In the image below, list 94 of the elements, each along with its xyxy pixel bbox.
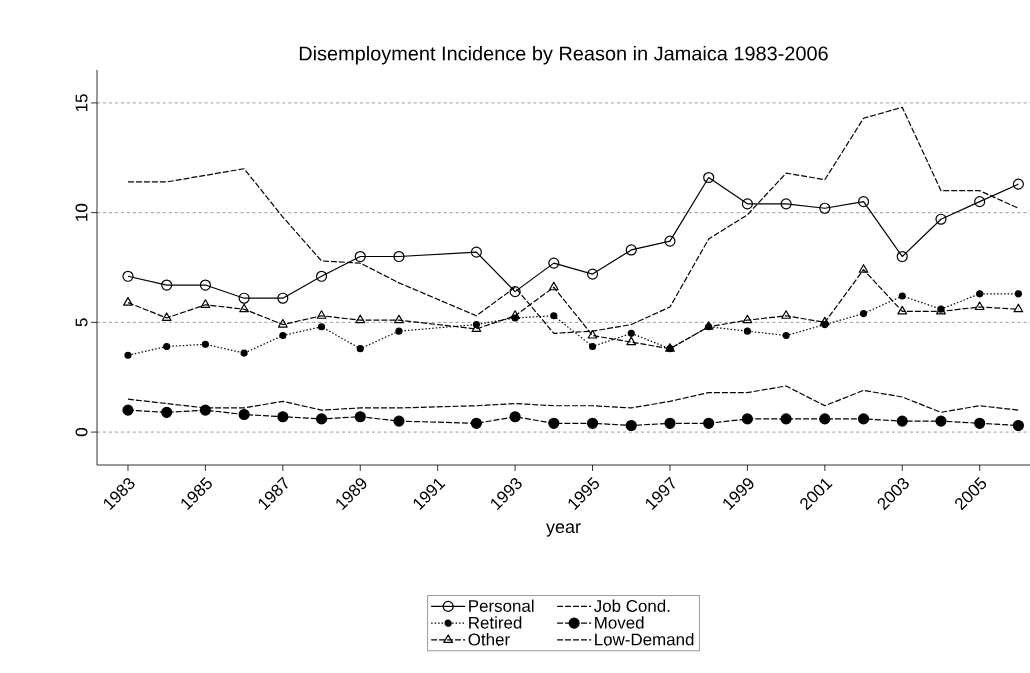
point xyxy=(626,336,637,346)
point xyxy=(123,297,133,306)
point xyxy=(781,310,792,319)
point xyxy=(664,417,676,429)
point xyxy=(703,171,715,184)
point xyxy=(896,250,908,263)
point xyxy=(470,417,482,429)
chart-title: Disemployment Incidence by Reason in Jamaica 1983-2006 xyxy=(299,45,828,65)
point xyxy=(1012,178,1024,190)
point xyxy=(470,246,482,258)
point xyxy=(935,213,947,225)
point xyxy=(550,312,558,320)
point xyxy=(1012,419,1024,432)
y-tick-label: 10 xyxy=(75,203,88,221)
y-tick-label: 15 xyxy=(75,94,88,112)
point xyxy=(974,301,985,311)
point xyxy=(627,329,635,337)
point xyxy=(586,268,599,280)
point xyxy=(510,310,521,319)
point xyxy=(858,264,869,273)
point xyxy=(857,196,870,208)
point xyxy=(819,202,831,214)
point xyxy=(395,327,403,335)
point xyxy=(896,415,908,427)
point xyxy=(239,303,250,313)
point xyxy=(782,331,790,340)
legend-label: Job Cond. xyxy=(594,599,670,612)
point xyxy=(780,413,792,425)
legend-label: Retired xyxy=(469,616,522,629)
point xyxy=(315,270,328,282)
point xyxy=(509,411,521,423)
legend-label: Moved xyxy=(595,616,644,629)
point xyxy=(819,413,831,425)
point xyxy=(238,408,250,421)
point xyxy=(277,318,288,328)
point xyxy=(857,413,870,425)
point xyxy=(974,196,986,208)
legend-label: Personal xyxy=(469,599,534,612)
point xyxy=(393,415,405,427)
point xyxy=(277,411,289,423)
point xyxy=(122,270,134,282)
point xyxy=(354,411,366,423)
point xyxy=(163,342,171,351)
point xyxy=(393,250,405,263)
point xyxy=(586,417,599,429)
point xyxy=(548,257,560,269)
legend-label: Low-Demand xyxy=(595,633,694,646)
point xyxy=(238,292,250,304)
point xyxy=(664,235,676,247)
point xyxy=(200,299,211,308)
legend-label: Other xyxy=(468,633,510,646)
point xyxy=(587,329,598,339)
point xyxy=(548,417,560,429)
point xyxy=(703,417,715,429)
point xyxy=(819,316,830,326)
point xyxy=(1013,303,1024,313)
point xyxy=(199,279,211,291)
point xyxy=(316,310,327,319)
point xyxy=(355,314,366,324)
point xyxy=(124,351,132,359)
point xyxy=(897,305,908,315)
point xyxy=(356,345,364,353)
point xyxy=(741,413,753,425)
point xyxy=(743,327,751,335)
point xyxy=(741,198,753,210)
point xyxy=(122,404,134,416)
point xyxy=(315,413,328,425)
point xyxy=(240,349,248,357)
point xyxy=(625,244,637,256)
point xyxy=(509,286,521,298)
point xyxy=(974,417,986,429)
point xyxy=(161,406,173,418)
point xyxy=(161,312,172,322)
y-tick-label: 0 xyxy=(75,428,88,437)
point xyxy=(588,342,597,351)
point xyxy=(317,323,326,331)
point xyxy=(1014,290,1022,298)
point xyxy=(277,292,289,304)
point xyxy=(935,415,947,427)
point xyxy=(548,281,559,291)
point xyxy=(859,309,868,318)
point xyxy=(780,198,792,210)
point xyxy=(898,292,906,300)
y-tick-label: 5 xyxy=(75,318,88,327)
point xyxy=(354,250,366,263)
point xyxy=(279,331,287,340)
point xyxy=(976,290,984,298)
point xyxy=(742,314,753,324)
point xyxy=(625,419,637,432)
point xyxy=(201,340,209,348)
x-axis-title: year xyxy=(546,523,581,537)
point xyxy=(161,279,173,291)
point xyxy=(199,404,211,416)
point xyxy=(394,314,404,324)
